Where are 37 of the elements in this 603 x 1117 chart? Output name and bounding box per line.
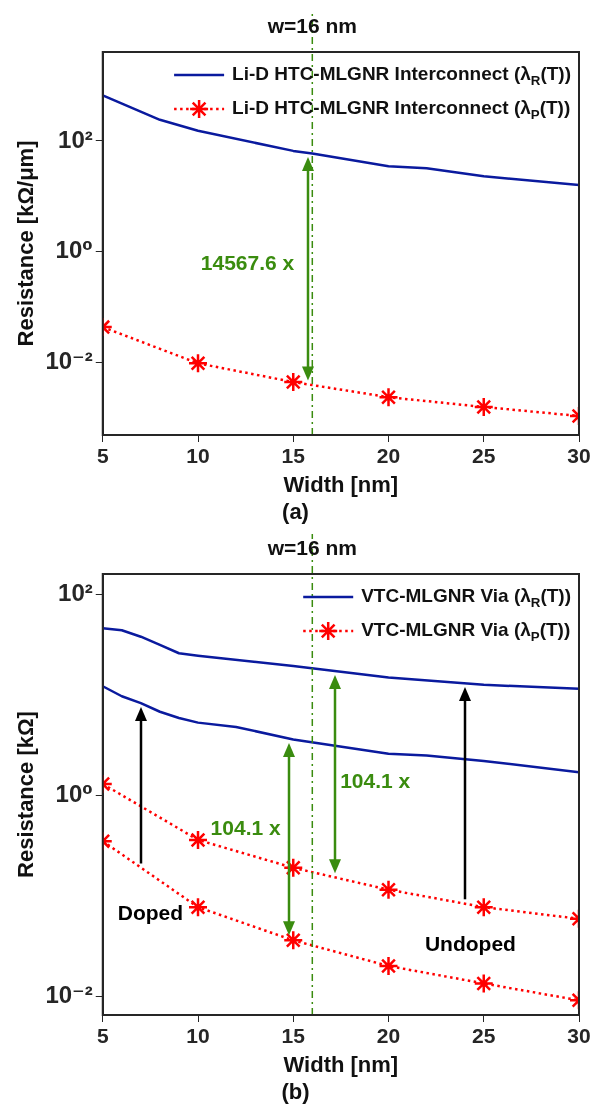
point <box>378 386 399 408</box>
x-tick-label: 5 <box>96 1024 109 1048</box>
annotation: Undoped <box>424 932 516 956</box>
x-tick-label: 10 <box>186 444 210 468</box>
x-tick-label: 30 <box>567 444 591 468</box>
x-tick-label: 30 <box>567 1024 591 1048</box>
text: (a) <box>282 498 309 524</box>
y-axis-title: Resistance [kΩ] <box>13 711 39 878</box>
point <box>378 879 399 900</box>
x-tick-label: 15 <box>281 1024 306 1048</box>
y-tick-label: 10⁻² <box>45 347 93 375</box>
y-tick-label: 10² <box>58 125 93 153</box>
x-tick-label: 5 <box>96 444 109 468</box>
x-tick-label: 20 <box>376 1024 401 1048</box>
annotation: Doped <box>117 900 184 924</box>
annotation: 14567.6 x <box>200 250 295 274</box>
x-tick-label: 25 <box>472 444 496 468</box>
x-tick-label: 20 <box>376 444 401 468</box>
ref-line-label: w=16 nm <box>266 536 357 560</box>
text: (b) <box>281 1078 310 1104</box>
ref-line-label: w=16 nm <box>266 14 357 38</box>
y-tick-label: 10⁰ <box>55 779 93 807</box>
point <box>283 371 304 393</box>
x-tick-label: 15 <box>281 444 306 468</box>
y-tick-label: 10² <box>58 579 93 607</box>
point <box>283 857 304 879</box>
y-tick-label: 10⁻² <box>45 980 93 1008</box>
annotation: 104.1 x <box>340 769 411 793</box>
point <box>283 930 304 951</box>
point <box>378 955 399 977</box>
x-axis-title: Width [nm] <box>283 1052 399 1078</box>
y-axis-title: Resistance [kΩ/μm] <box>13 140 39 347</box>
x-axis-title: Width [nm] <box>283 472 399 498</box>
x-tick-label: 10 <box>186 1024 210 1048</box>
annotation: 104.1 x <box>210 816 281 840</box>
y-tick-label: 10⁰ <box>55 236 93 264</box>
x-tick-label: 25 <box>472 1024 496 1048</box>
